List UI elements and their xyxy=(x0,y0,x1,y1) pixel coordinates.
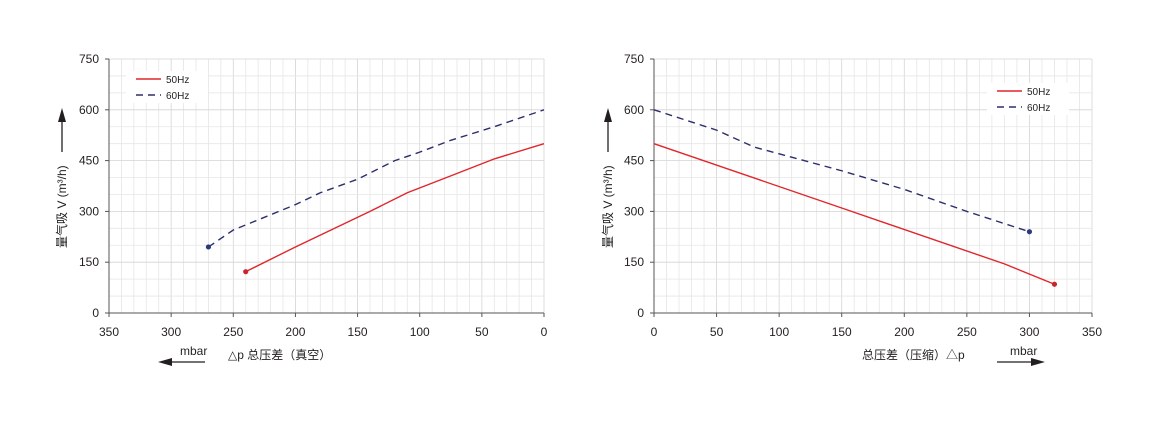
chart-2: 0 50 100 150 200 250 300 350 0 150 300 450 600 750 量气吸… xyxy=(600,52,1102,366)
x-tick-label: 300 xyxy=(1019,325,1039,339)
x-tick-label: 50 xyxy=(475,325,489,339)
y-axis-label: 量气吸 V (m³/h) xyxy=(600,165,615,248)
x-tick-label: 150 xyxy=(832,325,852,339)
series-line-50Hz xyxy=(653,143,1055,285)
x-tick-label: 350 xyxy=(99,325,119,339)
y-tick-label: 300 xyxy=(79,204,99,218)
x-tick-label: 100 xyxy=(769,325,789,339)
legend-bg xyxy=(126,71,208,87)
x-tick-label: 350 xyxy=(1082,325,1102,339)
x-tick-label: 0 xyxy=(651,325,658,339)
legend-bg xyxy=(987,99,1069,115)
legend-bg xyxy=(126,87,208,103)
x-unit-label: mbar xyxy=(180,344,207,358)
grid xyxy=(108,58,545,314)
legend-label: 60Hz xyxy=(166,91,189,102)
x-tick-label: 100 xyxy=(410,325,430,339)
x-tick-label: 50 xyxy=(710,325,724,339)
legend-label: 50Hz xyxy=(1027,87,1050,98)
x-unit-label: mbar xyxy=(1010,344,1037,358)
x-tick-label: 250 xyxy=(223,325,243,339)
legend-bg xyxy=(987,83,1069,99)
y-tick-label: 750 xyxy=(624,52,644,66)
x-axis-label: △p 总压差（真空） xyxy=(228,348,331,362)
x-axis-arrowhead xyxy=(158,358,172,366)
series-line-50Hz xyxy=(245,142,545,273)
series-endpoint-50Hz xyxy=(1051,281,1058,287)
y-axis-arrowhead xyxy=(604,108,612,122)
x-tick-label: 200 xyxy=(894,325,914,339)
chart-1: 350 300 250 200 150 100 50 0 0 150 300 450 600 750 量气吸… xyxy=(54,52,548,366)
y-axis-arrowhead xyxy=(58,108,66,122)
x-tick-label: 250 xyxy=(957,325,977,339)
y-tick-label: 0 xyxy=(637,306,644,320)
y-axis-label: 量气吸 V (m³/h) xyxy=(54,165,69,248)
y-tick-label: 0 xyxy=(92,306,99,320)
legend-label: 60Hz xyxy=(1027,103,1050,114)
x-axis-label: 总压差（压缩）△p xyxy=(862,347,965,362)
y-tick-label: 300 xyxy=(624,204,644,218)
y-tick-label: 600 xyxy=(79,103,99,117)
x-tick-label: 300 xyxy=(161,325,181,339)
y-tick-label: 750 xyxy=(79,52,99,66)
series-line-60Hz xyxy=(208,109,545,248)
legend-label: 50Hz xyxy=(166,75,189,86)
x-axis-arrowhead xyxy=(1031,358,1045,366)
x-tick-label: 200 xyxy=(285,325,305,339)
y-tick-label: 150 xyxy=(79,255,99,269)
series-line-60Hz xyxy=(653,109,1030,233)
y-tick-label: 450 xyxy=(79,154,99,168)
y-tick-label: 150 xyxy=(624,255,644,269)
y-tick-label: 450 xyxy=(624,154,644,168)
x-tick-label: 150 xyxy=(348,325,368,339)
series-endpoint-50Hz xyxy=(243,269,249,275)
series-endpoint-60Hz xyxy=(1026,229,1033,235)
series-endpoint-60Hz xyxy=(205,244,212,250)
y-tick-label: 600 xyxy=(624,103,644,117)
x-tick-label: 0 xyxy=(541,325,548,339)
